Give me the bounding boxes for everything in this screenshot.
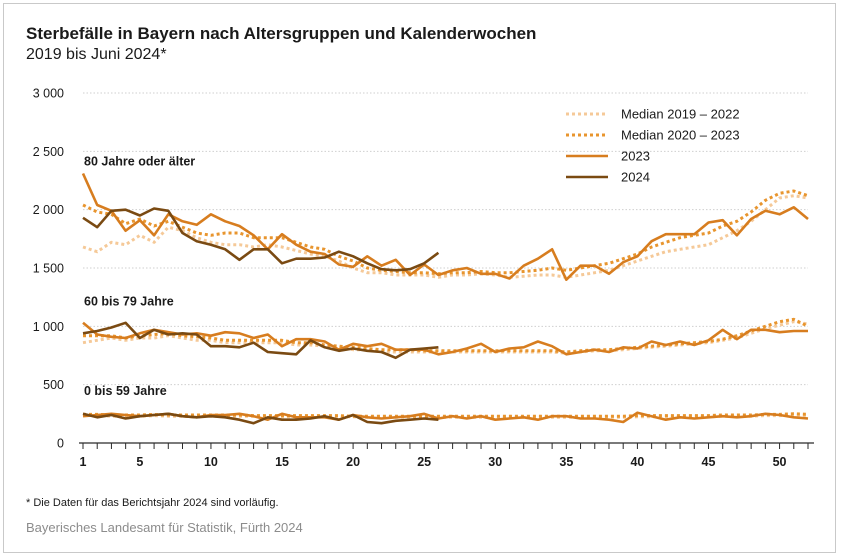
x-tick-label: 35 bbox=[559, 455, 573, 469]
age-group-label: 60 bis 79 Jahre bbox=[84, 294, 174, 308]
y-tick-label: 0 bbox=[57, 437, 64, 451]
series-line-median_2020_2023-group-1 bbox=[83, 317, 809, 354]
chart-title: Sterbefälle in Bayern nach Altersgruppen… bbox=[26, 24, 537, 43]
series-line-median_2019_2022-group-0 bbox=[82, 194, 809, 279]
data-lines bbox=[81, 172, 809, 425]
y-tick-label: 2 500 bbox=[33, 145, 64, 159]
y-tick-label: 500 bbox=[43, 378, 64, 392]
chart-frame bbox=[3, 3, 836, 553]
legend-label: 2023 bbox=[621, 149, 650, 164]
x-tick-label: 30 bbox=[488, 455, 502, 469]
series-line-y2024-group-0 bbox=[82, 207, 440, 272]
legend-label: 2024 bbox=[621, 170, 650, 185]
group-labels: 80 Jahre oder älter 60 bis 79 Jahre 0 bis … bbox=[84, 154, 195, 398]
y-axis: 0 500 1 000 1 500 2 000 2 500 3 000 bbox=[33, 87, 64, 451]
series-line-y2023-group-0 bbox=[81, 172, 809, 282]
source-credit: Bayerisches Landesamt für Statistik, Für… bbox=[26, 520, 303, 535]
legend-label: Median 2020 – 2023 bbox=[621, 128, 740, 143]
series-line-median_2020_2023-group-0 bbox=[82, 189, 809, 276]
chart-subtitle: 2019 bis Juni 2024* bbox=[26, 46, 167, 63]
age-group-label: 0 bis 59 Jahre bbox=[84, 384, 167, 398]
x-tick-label: 20 bbox=[346, 455, 360, 469]
series-line-y2024-group-1 bbox=[82, 321, 439, 360]
x-tick-label: 10 bbox=[204, 455, 218, 469]
footnote: * Die Daten für das Berichtsjahr 2024 si… bbox=[26, 497, 279, 509]
age-group-label: 80 Jahre oder älter bbox=[84, 154, 195, 168]
x-tick-label: 5 bbox=[136, 455, 143, 469]
series-line-y2023-group-1 bbox=[82, 321, 808, 356]
legend: Median 2019 – 2022 Median 2020 – 2023 2023… bbox=[566, 107, 740, 185]
x-tick-label: 45 bbox=[702, 455, 716, 469]
series-line-y2024-group-2 bbox=[82, 412, 439, 425]
legend-label: Median 2019 – 2022 bbox=[621, 107, 740, 122]
y-tick-label: 3 000 bbox=[33, 87, 64, 101]
y-tick-label: 1 000 bbox=[33, 320, 64, 334]
x-axis: 1 5 10 15 20 25 30 35 40 45 50 bbox=[79, 442, 814, 469]
y-tick-label: 2 000 bbox=[33, 203, 64, 217]
y-tick-label: 1 500 bbox=[33, 262, 64, 276]
x-tick-label: 1 bbox=[80, 455, 87, 469]
x-tick-label: 15 bbox=[275, 455, 289, 469]
x-tick-label: 25 bbox=[417, 455, 431, 469]
x-tick-label: 50 bbox=[773, 455, 787, 469]
x-tick-label: 40 bbox=[630, 455, 644, 469]
